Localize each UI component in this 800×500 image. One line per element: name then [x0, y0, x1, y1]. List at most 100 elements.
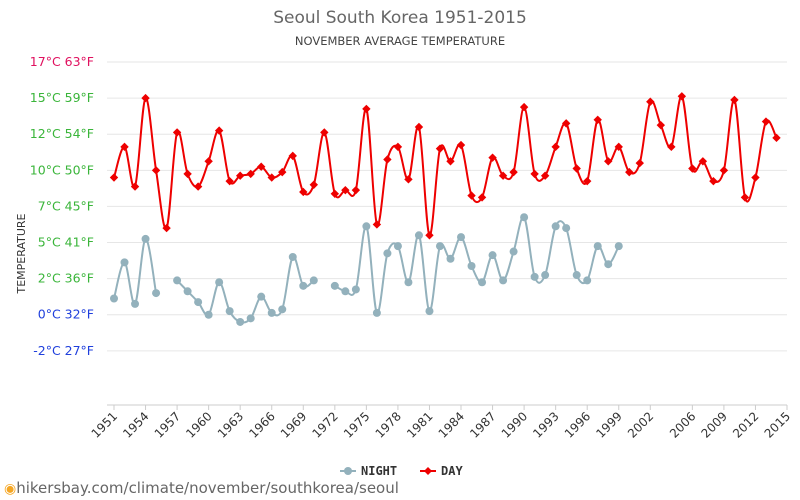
series-day-point [204, 157, 213, 166]
x-tick-label: 2012 [730, 409, 761, 440]
series-night-point [131, 299, 140, 308]
x-tick-label: 2002 [625, 409, 656, 440]
x-tick-label: 1957 [152, 409, 183, 440]
legend: NIGHT DAY [340, 464, 463, 478]
series-day-point [299, 187, 308, 197]
series-day-point [225, 176, 234, 186]
y-tick-label: 0°C 32°F [38, 307, 94, 322]
series-day-point [330, 189, 340, 198]
series-day-point [235, 171, 245, 180]
y-tick-label: 10°C 50°F [30, 162, 94, 177]
legend-marker [344, 467, 352, 475]
series-day-point [456, 140, 466, 150]
series-day-point [404, 175, 413, 184]
series-day-point [162, 223, 171, 233]
series-day-point [172, 128, 182, 137]
x-tick-label: 1996 [562, 409, 593, 440]
series-night-point [435, 242, 444, 251]
x-tick-label: 1954 [120, 409, 151, 440]
legend-marker [424, 467, 432, 475]
series-day-point [351, 185, 361, 195]
series-day-point [435, 144, 445, 153]
series-day-point [604, 157, 613, 166]
series-day-point [709, 176, 718, 186]
y-tick-label: -2°C 27°F [33, 343, 94, 358]
series-day-point [540, 171, 550, 180]
series-night-point [236, 317, 245, 326]
y-gridlines [107, 61, 787, 352]
series-night-point [120, 258, 129, 267]
series-day-point [519, 102, 529, 112]
series-day-point [193, 182, 203, 191]
series-day-line [113, 95, 778, 237]
x-tick-label: 1978 [373, 409, 404, 440]
series-day-point [425, 231, 434, 240]
x-tick-label: 1963 [215, 409, 246, 440]
series-night-point [404, 278, 413, 287]
x-tick-label: 2009 [699, 409, 730, 440]
series-night-point [583, 276, 592, 285]
series-day-point [446, 157, 455, 166]
series-day-point [740, 193, 750, 202]
series-day-point [677, 92, 687, 101]
series-day-point [719, 166, 729, 175]
series-day-point [698, 157, 708, 166]
series-night-point [299, 281, 308, 290]
y-tick-label: 12°C 54°F [30, 126, 94, 141]
source-footer[interactable]: ◉hikersbay.com/climate/november/southkor… [4, 479, 399, 497]
series-night-point [488, 251, 497, 260]
series-day-point [467, 191, 476, 200]
y-tick-label: 7°C 45°F [38, 198, 94, 213]
series-night-point [530, 272, 539, 281]
series-day-point [141, 93, 150, 103]
series-night-line [334, 216, 620, 314]
series-night-point [446, 254, 455, 263]
x-tick-label: 2015 [762, 409, 793, 440]
series-night-point [152, 289, 161, 298]
series-day-point [561, 119, 571, 128]
series-night-point [372, 308, 381, 317]
y-axis-title: TEMPERATURE [15, 213, 28, 294]
chart-title: Seoul South Korea 1951-2015 [273, 8, 527, 28]
series-day-point [593, 115, 602, 124]
series-day-point [109, 173, 119, 182]
series-day-point [341, 185, 350, 195]
series-night-point [194, 298, 203, 307]
x-tick-label: 1990 [499, 409, 530, 440]
series-day-point [656, 120, 666, 130]
series-night-point [457, 233, 466, 242]
series-night-point [183, 287, 192, 296]
series-day-point [509, 167, 518, 177]
series-night [110, 213, 623, 326]
series-day-point [267, 173, 276, 182]
series-day-point [551, 142, 560, 152]
series-day-point [130, 182, 140, 191]
series-night-point [393, 242, 402, 251]
series-day-point [278, 167, 287, 177]
series-night-point [330, 281, 339, 290]
series-night-point [509, 247, 518, 256]
series-night-point [414, 231, 423, 240]
series-day [109, 92, 781, 240]
series-night-point [614, 242, 623, 251]
series-night-line [176, 255, 315, 324]
x-tick-label: 2006 [667, 409, 698, 440]
series-day-point [635, 158, 644, 168]
x-tick-label: 1969 [278, 409, 309, 440]
series-night-line [113, 237, 158, 305]
series-day-point [646, 97, 655, 106]
legend-label: DAY [441, 464, 463, 478]
x-tick-label: 1966 [246, 409, 277, 440]
y-tick-label: 17°C 63°F [30, 54, 94, 69]
series-night-point [362, 222, 371, 231]
series-day-point [583, 176, 592, 186]
series-day-point [246, 169, 255, 179]
x-tick-label: 1960 [183, 409, 214, 440]
series-night-point [593, 242, 602, 251]
series-day-point [614, 142, 623, 152]
series-day-point [667, 142, 676, 152]
source-url[interactable]: hikersbay.com/climate/november/southkore… [16, 479, 399, 497]
series-night-point [246, 314, 255, 323]
series-night-point [257, 292, 266, 301]
